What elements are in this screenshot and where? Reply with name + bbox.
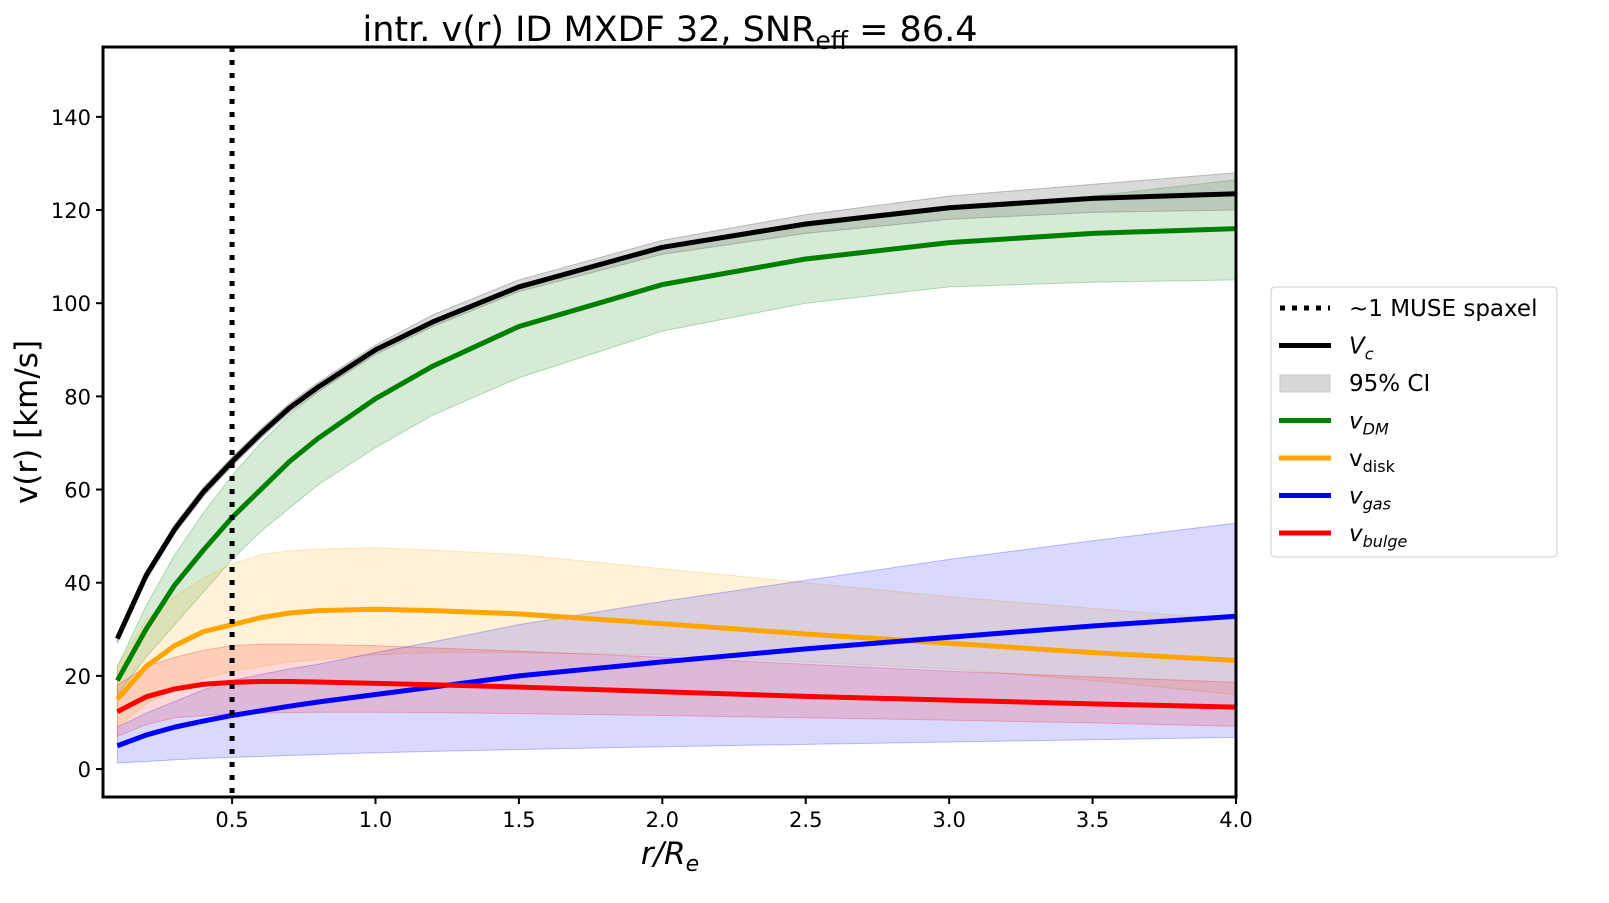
x-tick-label: 3.0 [932, 808, 965, 832]
plot-frame [101, 45, 1238, 799]
x-axis-label: r/Re [641, 836, 699, 877]
legend-box [1270, 286, 1558, 558]
legend-label: vgas [1349, 484, 1391, 514]
y-tick-label: 100 [51, 292, 91, 316]
legend: ~1 MUSE spaxel Vc 95% CI vDM vdisk vgas vbulge [1279, 296, 1537, 551]
legend-label: Vc [1349, 334, 1374, 364]
x-tick-label: 2.0 [646, 808, 679, 832]
y-tick-label: 80 [64, 385, 91, 409]
legend-label: vdisk [1349, 446, 1396, 476]
legend-patch-swatch [1279, 374, 1331, 393]
y-axis-label: v(r) [km/s] [9, 340, 45, 504]
legend-entry: 95% CI [1279, 371, 1430, 397]
x-tick-label: 3.5 [1076, 808, 1109, 832]
legend-entry: vdisk [1279, 446, 1396, 476]
y-tick-label: 60 [64, 479, 91, 503]
legend-entry: ~1 MUSE spaxel [1280, 296, 1537, 322]
legend-label: vDM [1349, 409, 1389, 439]
y-tick-label: 140 [51, 106, 91, 130]
legend-entry: vbulge [1279, 521, 1408, 551]
x-tick-label: 1.5 [502, 808, 535, 832]
y-tick-label: 40 [64, 572, 91, 596]
legend-entry: Vc [1279, 334, 1374, 364]
vc-line [115, 191, 1237, 640]
vdisk-line [115, 606, 1237, 701]
legend-entry: vgas [1279, 484, 1391, 514]
x-tick-label: 4.0 [1219, 808, 1252, 832]
vdm-line [115, 226, 1237, 682]
y-tick-label: 20 [64, 665, 91, 689]
vgas-line [116, 613, 1237, 749]
y-tick-label: 120 [51, 199, 91, 223]
vbulge-line [116, 678, 1237, 714]
legend-label: 95% CI [1349, 371, 1430, 397]
x-tick-label: 1.0 [359, 808, 392, 832]
chart-title: intr. v(r) ID MXDF 32, SNReff = 86.4 [362, 10, 977, 55]
legend-label: vbulge [1349, 521, 1408, 551]
series-lines [115, 191, 1237, 749]
legend-entry: vDM [1279, 409, 1389, 439]
y-axis-ticks: 0 20 40 60 80 100 120 140 [51, 106, 103, 782]
x-axis-ticks: 0.5 1.0 1.5 2.0 2.5 3.0 3.5 4.0 [215, 797, 1253, 832]
x-tick-label: 2.5 [789, 808, 822, 832]
x-tick-label: 0.5 [215, 808, 248, 832]
legend-label: ~1 MUSE spaxel [1349, 296, 1537, 322]
y-tick-label: 0 [78, 758, 91, 782]
